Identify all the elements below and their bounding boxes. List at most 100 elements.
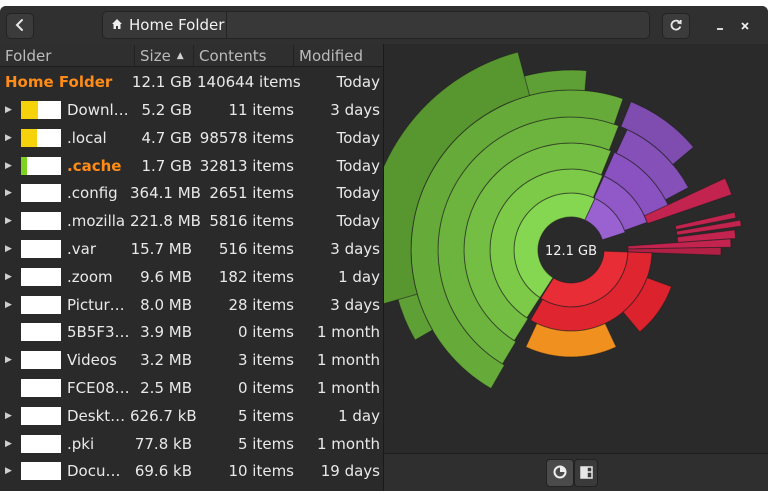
ring-chart[interactable]: 12.1 GB — [384, 44, 768, 453]
back-button[interactable] — [6, 13, 34, 39]
folder-size: 69.6 kB — [134, 462, 192, 481]
folder-size: 15.7 MB — [130, 240, 192, 258]
folder-size: 8.0 MB — [140, 295, 192, 314]
folder-name: Downl… — [67, 101, 129, 119]
folder-modified: 3 days — [330, 240, 380, 258]
ring-segment-orange[interactable] — [525, 322, 617, 358]
column-label: Size — [140, 46, 171, 65]
expander-arrow-icon[interactable]: ▶ — [5, 160, 12, 171]
column-header-folder[interactable]: Folder — [0, 45, 135, 66]
folder-contents: 32813 items — [199, 156, 294, 175]
column-header-contents[interactable]: Contents — [194, 45, 294, 66]
home-icon — [111, 16, 123, 34]
folder-name: Pictur… — [67, 295, 125, 314]
table-row[interactable]: ▶ .zoom 9.6 MB 182 items 1 day — [0, 263, 383, 291]
root-size: 12.1 GB — [131, 73, 192, 91]
expander-arrow-icon[interactable]: ▶ — [5, 466, 12, 477]
size-bar — [21, 128, 61, 147]
treemap-view-button[interactable] — [574, 459, 598, 487]
folder-contents: 5 items — [237, 406, 294, 425]
folder-contents: 3 items — [237, 351, 294, 370]
folder-size: 2.5 MB — [140, 379, 192, 397]
folder-name: .var — [67, 240, 97, 258]
expander-arrow-icon[interactable]: ▶ — [5, 216, 12, 227]
table-row[interactable]: ▶ .pki 77.8 kB 5 items 1 month — [0, 430, 383, 458]
ring-center[interactable] — [540, 219, 602, 281]
folder-contents: 5816 items — [209, 212, 294, 231]
table-row[interactable]: ▶ .var 15.7 MB 516 items 3 days — [0, 235, 383, 263]
chart-view-switcher — [384, 453, 768, 491]
sort-ascending-icon: ▲ — [176, 50, 184, 61]
size-bar — [21, 434, 61, 453]
folder-modified: 1 month — [317, 351, 380, 370]
ring-segment-green-l7[interactable] — [384, 51, 531, 307]
folder-size: 9.6 MB — [140, 267, 192, 286]
expander-arrow-icon[interactable]: ▶ — [5, 132, 12, 143]
table-row[interactable]: ▶ Deskt… 626.7 kB 5 items 1 day — [0, 402, 383, 430]
treemap-icon — [579, 464, 593, 483]
expander-arrow-icon[interactable]: ▶ — [5, 271, 12, 282]
folder-name: .mozilla — [67, 212, 126, 231]
table-row[interactable]: 5B5F3… 3.9 MB 0 items 1 month — [0, 318, 383, 346]
expander-arrow-icon[interactable]: ▶ — [5, 244, 12, 254]
folder-modified: 1 day — [338, 267, 380, 286]
folder-contents: 516 items — [218, 240, 294, 258]
folder-size: 626.7 kB — [130, 406, 197, 425]
expander-arrow-icon[interactable]: ▶ — [5, 105, 12, 115]
table-row[interactable]: ▶ Docu… 69.6 kB 10 items 19 days — [0, 457, 383, 485]
folder-size: 5.2 GB — [141, 101, 192, 119]
size-bar — [21, 379, 61, 397]
ring-segment-magenta-1[interactable] — [643, 177, 733, 225]
column-header-size[interactable]: Size ▲ — [135, 45, 194, 66]
folder-contents: 2651 items — [209, 184, 294, 203]
size-bar — [21, 295, 61, 314]
minimize-icon — [715, 20, 725, 35]
folder-modified: Today — [336, 128, 380, 147]
ring-chart-view-button[interactable] — [546, 459, 574, 487]
size-bar — [21, 184, 61, 203]
table-row[interactable]: ▶ .local 4.7 GB 98578 items Today — [0, 124, 383, 152]
column-header-modified[interactable]: Modified — [294, 45, 383, 66]
table-row-root[interactable]: Home Folder 12.1 GB 140644 items Today — [0, 68, 383, 96]
folder-contents: 11 items — [228, 101, 294, 119]
size-bar-fill — [21, 128, 37, 147]
expander-arrow-icon[interactable]: ▶ — [5, 355, 12, 366]
folder-size: 364.1 MB — [130, 184, 201, 203]
ring-segment-red-l3a[interactable] — [622, 277, 673, 333]
expander-arrow-icon[interactable]: ▶ — [5, 299, 12, 310]
table-row[interactable]: ▶ Pictur… 8.0 MB 28 items 3 days — [0, 291, 383, 319]
folder-modified: Today — [336, 156, 380, 175]
folder-name: FCE08… — [67, 379, 129, 397]
table-row[interactable]: ▶ Downl… 5.2 GB 11 items 3 days — [0, 96, 383, 124]
path-button-home[interactable]: Home Folder — [103, 12, 227, 38]
close-button[interactable] — [735, 17, 755, 37]
expander-arrow-icon[interactable]: ▶ — [5, 188, 12, 199]
ring-segment-magenta-3[interactable] — [675, 219, 742, 236]
folder-contents: 10 items — [228, 462, 294, 481]
table-row[interactable]: ▶ Videos 3.2 MB 3 items 1 month — [0, 346, 383, 374]
column-label: Contents — [199, 46, 267, 65]
root-contents: 140644 items — [197, 73, 301, 91]
table-row[interactable]: ▶ .config 364.1 MB 2651 items Today — [0, 179, 383, 207]
minimize-button[interactable] — [710, 17, 730, 37]
size-bar — [21, 462, 61, 481]
table-row[interactable]: FCE08… 2.5 MB 0 items 1 month — [0, 374, 383, 402]
folder-modified: 1 month — [317, 379, 380, 397]
path-label: Home Folder — [129, 16, 225, 34]
expander-arrow-icon[interactable]: ▶ — [5, 438, 12, 449]
folder-name: .pki — [67, 434, 95, 453]
folder-name: 5B5F3… — [67, 323, 129, 342]
expander-arrow-icon[interactable]: ▶ — [5, 410, 12, 421]
ring-segment-purple-l5[interactable] — [620, 100, 695, 166]
column-label: Modified — [299, 46, 364, 65]
ring-chart-icon — [553, 464, 567, 483]
table-row[interactable]: ▶ .cache 1.7 GB 32813 items Today — [0, 152, 383, 180]
size-bar — [21, 406, 61, 425]
size-bar-fill — [21, 156, 27, 175]
folder-modified: 3 days — [330, 101, 380, 119]
table-row[interactable]: ▶ .mozilla 221.8 MB 5816 items Today — [0, 207, 383, 235]
ring-segment-magenta-2[interactable] — [674, 211, 737, 231]
refresh-button[interactable] — [662, 13, 690, 39]
folder-size: 1.7 GB — [141, 156, 192, 175]
folder-contents: 0 items — [237, 323, 294, 342]
